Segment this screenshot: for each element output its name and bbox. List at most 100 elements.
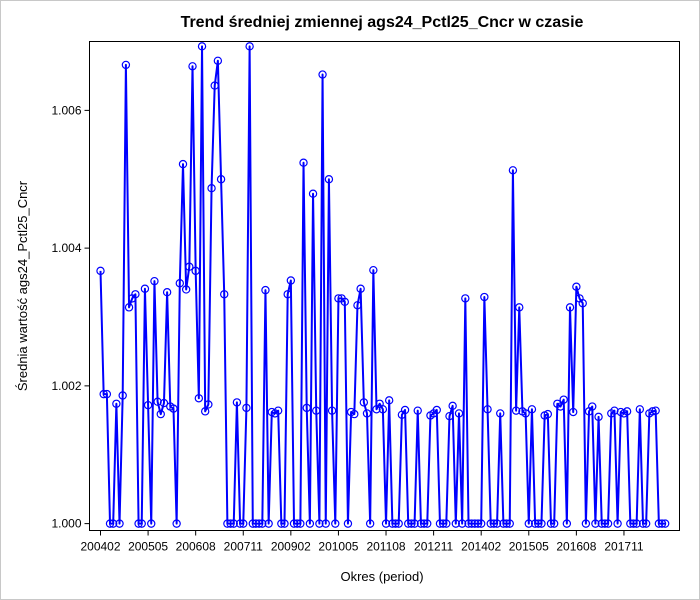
y-tick-label: 1.004 <box>51 241 81 255</box>
data-point <box>242 403 251 413</box>
data-point <box>461 294 470 303</box>
data-point <box>258 519 267 528</box>
data-point <box>140 284 150 293</box>
x-tick-label: 201505 <box>509 540 549 554</box>
data-point <box>213 56 223 65</box>
data-point <box>473 519 483 528</box>
data-point <box>178 159 188 169</box>
data-point <box>353 301 362 310</box>
data-point <box>581 519 591 528</box>
data-point <box>594 412 603 422</box>
data-point <box>235 519 245 528</box>
data-point <box>197 42 207 51</box>
data-point <box>181 285 191 294</box>
data-point <box>280 519 289 528</box>
data-point <box>137 519 146 528</box>
data-point <box>334 294 343 303</box>
data-point <box>404 519 413 528</box>
data-point <box>597 519 606 528</box>
data-point <box>312 406 321 415</box>
data-point <box>569 407 578 417</box>
data-point <box>442 519 451 528</box>
data-point <box>648 407 657 416</box>
data-point <box>381 519 391 528</box>
data-point <box>600 519 610 528</box>
data-point <box>476 519 486 528</box>
data-point <box>99 389 108 399</box>
data-point <box>286 276 296 285</box>
data-point <box>470 519 480 528</box>
data-point <box>549 519 559 528</box>
data-point <box>489 519 499 528</box>
data-point <box>591 519 600 528</box>
data-point <box>369 265 378 275</box>
data-point <box>537 519 546 528</box>
x-axis: 200402 200505 200608 200711 200902 201005 2011… <box>80 530 644 554</box>
data-point <box>293 519 302 528</box>
data-point <box>534 519 543 528</box>
data-point <box>654 519 664 528</box>
y-axis: 1.000 1.002 1.004 1.006 <box>51 103 90 531</box>
data-point <box>359 398 369 407</box>
data-point <box>410 519 419 528</box>
data-point <box>147 519 156 528</box>
data-point <box>289 519 299 528</box>
x-tick-label: 200902 <box>271 540 311 554</box>
data-point <box>635 405 645 414</box>
data-point <box>340 297 349 307</box>
data-point <box>454 409 464 418</box>
data-point <box>524 519 533 528</box>
data-point <box>467 519 476 528</box>
series-layer <box>96 42 670 528</box>
data-point <box>299 158 308 167</box>
data-point <box>388 519 397 528</box>
data-point <box>365 519 375 528</box>
data-point <box>546 519 556 528</box>
chart-title: Trend średniej zmiennej ags24_Pctl25_Cnc… <box>181 14 584 31</box>
data-point <box>492 519 502 528</box>
data-point <box>508 166 518 175</box>
x-tick-label: 201005 <box>318 540 358 554</box>
data-point <box>159 398 169 408</box>
data-point <box>543 409 553 419</box>
data-point <box>118 391 127 400</box>
data-point <box>378 405 388 414</box>
data-point <box>610 406 619 415</box>
y-tick-label: 1.002 <box>51 379 81 393</box>
data-point <box>603 519 613 528</box>
data-point <box>216 175 226 184</box>
data-point <box>613 519 622 528</box>
data-point <box>464 519 473 528</box>
data-point <box>413 406 422 415</box>
x-axis-label: Okres (period) <box>340 569 423 584</box>
data-point <box>194 394 204 403</box>
data-point <box>578 299 587 308</box>
data-point <box>318 70 327 79</box>
data-point <box>210 81 219 90</box>
data-point <box>115 519 124 528</box>
data-point <box>220 290 229 299</box>
data-point <box>153 397 162 406</box>
data-point <box>445 411 454 421</box>
data-point <box>438 519 448 528</box>
data-point <box>143 400 153 410</box>
y-axis-label: Średnia wartość ags24_Pctl25_Cncr <box>15 180 30 391</box>
data-point <box>223 519 232 528</box>
plot-frame <box>89 41 680 531</box>
data-point <box>315 519 324 528</box>
data-point <box>102 389 112 399</box>
data-point <box>200 407 210 416</box>
x-tick-label: 201711 <box>604 540 643 554</box>
data-point <box>248 519 257 528</box>
data-point <box>150 276 159 286</box>
data-point <box>629 519 638 528</box>
data-point <box>530 519 540 528</box>
data-point <box>350 409 359 419</box>
data-point <box>626 519 635 528</box>
data-point <box>302 403 311 413</box>
data-point <box>480 292 489 302</box>
data-point <box>400 405 410 415</box>
data-point <box>191 266 200 276</box>
data-point <box>651 406 660 415</box>
